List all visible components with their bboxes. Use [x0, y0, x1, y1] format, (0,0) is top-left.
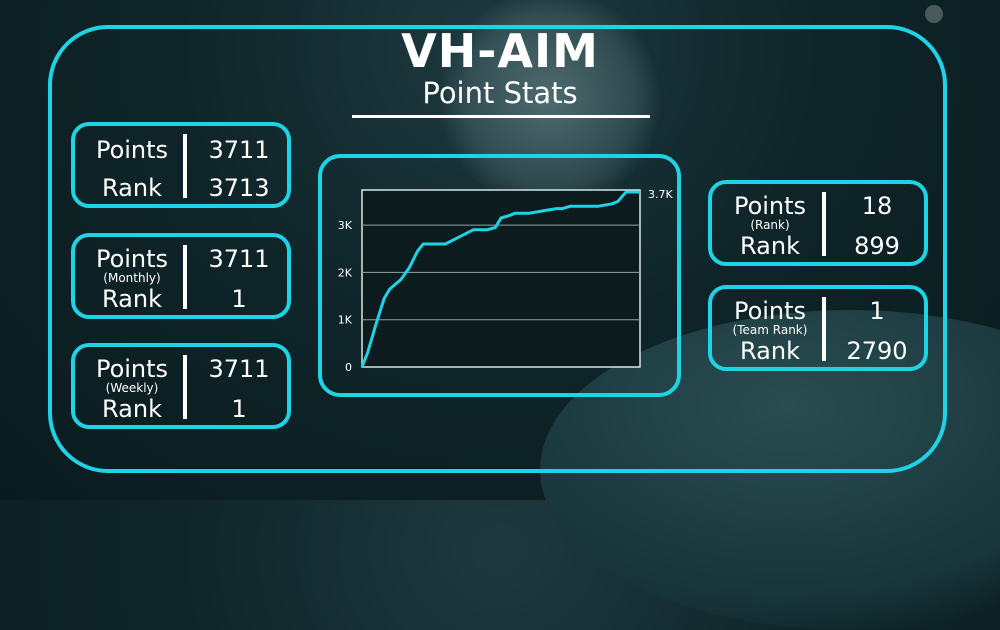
- rank-label: Rank: [740, 232, 800, 260]
- points-value: 1: [869, 297, 885, 325]
- points-value: 3711: [208, 136, 270, 164]
- rank-label: Rank: [102, 285, 162, 313]
- series-end-label: 3.7K: [648, 188, 673, 201]
- y-tick-label: 1K: [338, 314, 353, 327]
- period-label-team-rank: (Team Rank): [732, 323, 808, 337]
- stat-card-monthly: Points (Monthly) Rank 3711 1: [71, 233, 291, 319]
- stats-panel: [48, 25, 947, 473]
- points-line-chart: 0 1K 2K 3K 3.7K: [338, 188, 674, 374]
- points-label: Points: [733, 297, 807, 325]
- points-label: Points: [95, 355, 169, 383]
- points-value: 3711: [208, 245, 270, 273]
- points-label: Points: [95, 245, 169, 273]
- page-subtitle: Point Stats: [422, 76, 578, 110]
- y-tick-label: 3K: [338, 219, 353, 232]
- y-tick-label: 2K: [338, 266, 353, 279]
- background-star: [925, 5, 943, 23]
- points-label: Points: [733, 192, 807, 220]
- card-divider: [183, 245, 187, 309]
- rank-label: Rank: [102, 174, 162, 202]
- points-value: 18: [861, 192, 893, 220]
- card-divider: [183, 134, 187, 198]
- card-divider: [183, 355, 187, 419]
- period-label-rank: (Rank): [750, 218, 790, 232]
- period-label-weekly: (Weekly): [105, 381, 159, 395]
- rank-value: 1: [231, 395, 247, 423]
- points-label: Points: [95, 136, 169, 164]
- card-divider: [822, 192, 826, 256]
- y-tick-label: 0: [345, 361, 352, 374]
- period-label-monthly: (Monthly): [103, 271, 161, 285]
- rank-value: 3713: [208, 174, 270, 202]
- card-divider: [822, 297, 826, 361]
- rank-value: 899: [854, 232, 900, 260]
- rank-value: 1: [231, 285, 247, 313]
- rank-value: 2790: [846, 337, 908, 365]
- points-chart-card: 0 1K 2K 3K 3.7K: [318, 154, 681, 397]
- points-value: 3711: [208, 355, 270, 383]
- rank-label: Rank: [740, 337, 800, 365]
- background-moon: [440, 0, 660, 210]
- page-title: VH-AIM: [401, 24, 599, 78]
- rank-label: Rank: [102, 395, 162, 423]
- stat-card-team-rank: Points (Team Rank) Rank 1 2790: [708, 285, 928, 371]
- stat-card-rank: Points (Rank) Rank 18 899: [708, 180, 928, 266]
- series-line: [360, 190, 640, 368]
- title-underline: [352, 115, 650, 118]
- stat-card-weekly: Points (Weekly) Rank 3711 1: [71, 343, 291, 429]
- stat-card-overall: Points Rank 3711 3713: [71, 122, 291, 208]
